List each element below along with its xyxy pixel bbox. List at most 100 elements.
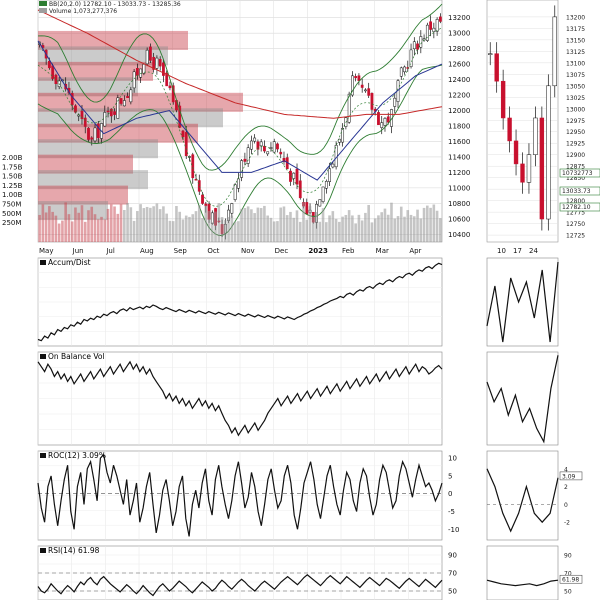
volume-bar <box>123 210 126 242</box>
volume-bar <box>57 223 61 242</box>
volume-bar <box>439 218 442 242</box>
zoom-tick-label: 13150 <box>566 37 585 44</box>
candle-body <box>87 128 90 140</box>
candle-body <box>158 59 162 67</box>
volume-bar <box>116 213 120 242</box>
zoom-candle-body <box>520 163 525 183</box>
indicator-legend-swatch <box>40 453 46 458</box>
volume-bar <box>197 204 201 242</box>
volume-bar <box>48 206 51 242</box>
indicator-panel-roc: 10 5 0 -5 -10 ROC(12) 3.09% 4 2 0 -2 3.09 <box>37 450 583 541</box>
candle-body <box>70 93 74 105</box>
candle-body <box>240 160 244 178</box>
zoom-candle-body <box>513 140 519 165</box>
candle-body <box>188 156 191 158</box>
volume-bar <box>338 221 341 242</box>
zoom-candle-body <box>500 80 506 119</box>
volume-bar <box>390 202 393 242</box>
volume-by-price-bar <box>38 46 168 66</box>
candle-body <box>236 178 240 189</box>
candle-body <box>318 199 322 207</box>
volume-bar <box>409 214 413 242</box>
volume-bar <box>253 213 256 242</box>
zoom-candle-body <box>488 53 493 55</box>
price-tick-label: 10600 <box>448 215 470 223</box>
price-tick-label: 10800 <box>448 200 470 208</box>
candle-body <box>328 168 331 182</box>
candle-body <box>116 97 120 119</box>
candle-body <box>149 46 152 61</box>
candle-body <box>250 140 253 150</box>
volume-bar <box>181 219 185 242</box>
volume-bar <box>360 220 364 242</box>
volume-bar <box>308 206 312 242</box>
zoom-tick-label: 12925 <box>566 141 585 148</box>
volume-bar <box>256 207 260 242</box>
indicator-zoom-tick: 90 <box>564 553 572 560</box>
volume-bar <box>344 214 348 242</box>
candle-body <box>429 21 432 30</box>
indicator-legend-swatch <box>40 548 46 553</box>
bollinger-legend-text: BB(20,2.0) 12782.10 - 13033.73 - 13285.3… <box>49 1 181 8</box>
month-label: 2023 <box>308 247 328 255</box>
volume-bar <box>87 210 90 242</box>
zoom-tick-label: 12800 <box>566 198 585 205</box>
volume-bar <box>311 216 315 242</box>
volume-bar <box>331 211 335 242</box>
volume-bar <box>285 215 289 242</box>
month-label: Sep <box>174 247 188 255</box>
indicator-line <box>37 574 443 597</box>
indicator-title: RSI(14) 61.98 <box>48 546 100 555</box>
volume-tick-label: 750M <box>2 201 21 209</box>
candle-body <box>168 85 172 89</box>
volume-bar <box>377 215 380 242</box>
volume-bar <box>168 220 172 242</box>
price-tick-label: 13200 <box>448 14 470 22</box>
month-label: Oct <box>207 247 219 255</box>
candle-body <box>360 84 364 88</box>
candle-body <box>178 105 182 128</box>
volume-bar <box>129 207 133 242</box>
volume-bar <box>419 218 423 242</box>
candle-body <box>399 67 403 77</box>
indicator-title: On Balance Vol <box>48 352 105 361</box>
candle-body <box>331 163 335 168</box>
volume-bar <box>162 206 165 242</box>
candle-body <box>289 170 292 182</box>
volume-bar <box>246 206 250 242</box>
volume-bar <box>429 207 432 242</box>
indicator-tick-label: 0 <box>448 490 452 498</box>
volume-bar <box>422 207 426 242</box>
volume-bar <box>93 214 97 242</box>
indicator-line <box>37 360 443 437</box>
indicator-tick-label: 50 <box>448 588 457 596</box>
price-tick-label: 13000 <box>448 30 470 38</box>
indicator-panel-rsi: 90 70 50 RSI(14) 61.98 90 70 50 61.98 <box>37 545 583 600</box>
price-tick-label: 11000 <box>448 184 470 192</box>
volume-bar <box>152 206 155 242</box>
candle-body <box>324 181 328 189</box>
volume-bar <box>80 205 84 242</box>
volume-bar <box>96 219 100 242</box>
volume-bar <box>83 221 87 242</box>
month-label: Nov <box>241 247 255 255</box>
volume-bar <box>370 222 374 242</box>
indicator-zoom-line <box>486 261 559 343</box>
volume-bar <box>426 205 429 242</box>
volume-bar <box>139 204 142 242</box>
indicator-legend-swatch <box>40 260 46 265</box>
price-tick-label: 10400 <box>448 231 470 239</box>
volume-bar <box>119 204 123 242</box>
candle-body <box>243 158 247 162</box>
bollinger-lower-band <box>37 64 443 236</box>
zoom-candle-body <box>533 117 538 155</box>
volume-bar <box>175 206 178 242</box>
candle-body <box>152 56 156 70</box>
volume-bar <box>191 214 195 242</box>
price-tick-label: 11800 <box>448 123 470 131</box>
price-tick-label: 12600 <box>448 61 470 69</box>
zoom-tick-label: 13050 <box>566 83 585 90</box>
volume-bar <box>276 221 279 242</box>
candle-body <box>321 186 325 202</box>
